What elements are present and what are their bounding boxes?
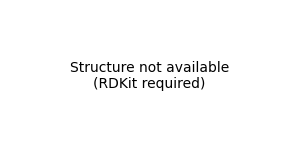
Text: Structure not available
(RDKit required): Structure not available (RDKit required)	[70, 61, 229, 91]
